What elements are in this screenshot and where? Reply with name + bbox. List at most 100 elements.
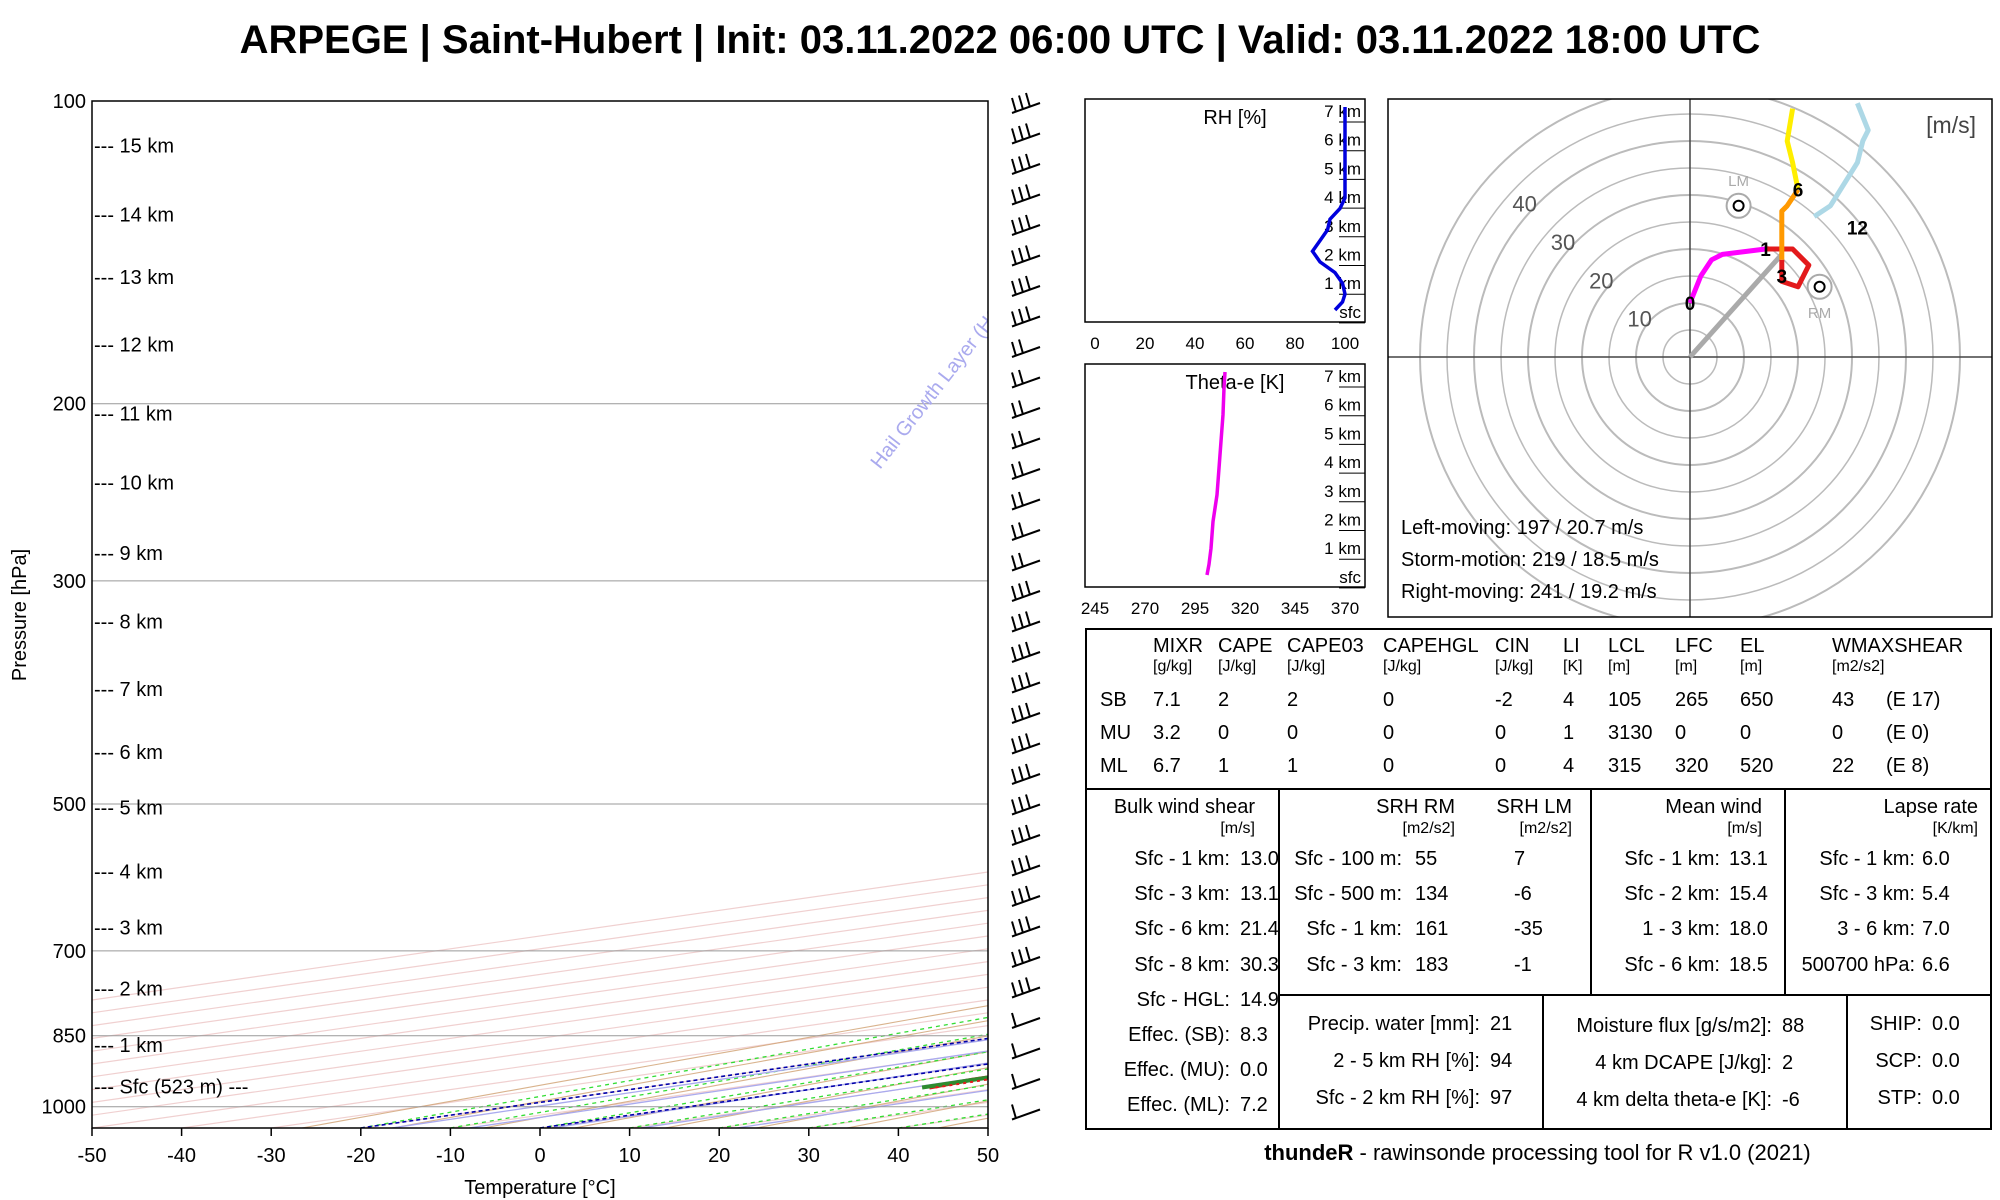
wind-barb-feather	[1011, 494, 1017, 509]
srh-rm-value: 134	[1415, 883, 1449, 906]
param-value: (E 8)	[1886, 755, 1930, 777]
srh-rm-value: 55	[1415, 848, 1438, 870]
srh-row-label: Sfc - 1 km:	[1306, 918, 1402, 941]
composite-row-label: SCP:	[1875, 1050, 1922, 1072]
param-header: LFC	[1675, 635, 1713, 657]
mixing-ratio-line	[640, 1075, 988, 1128]
isotherm-line	[92, 884, 988, 1014]
height-label: --- 9 km	[94, 543, 163, 565]
param-header-unit: [K]	[1563, 658, 1583, 675]
param-value: (E 0)	[1886, 722, 1930, 744]
height-label: --- 1 km	[94, 1035, 163, 1057]
thetae-height-label: 6 km	[1324, 396, 1361, 415]
rh-height-label: 3 km	[1324, 217, 1361, 236]
wind-barb-feather	[1025, 702, 1031, 718]
lapse-row-label: 3 - 6 km:	[1837, 918, 1915, 941]
hodo-storm-label: LM	[1728, 173, 1749, 190]
meanwind-title: Mean wind	[1665, 796, 1762, 818]
wind-barb-feather	[1025, 275, 1031, 291]
x-tick-label: 50	[977, 1145, 999, 1167]
param-row-label: MU	[1100, 722, 1132, 744]
height-label: --- 5 km	[94, 797, 163, 819]
mixing-ratio-line	[391, 1039, 988, 1128]
srh-rm-unit: [m2/s2]	[1402, 820, 1455, 837]
wind-barb-feather	[1018, 491, 1024, 507]
y-axis-label: Pressure [hPa]	[9, 549, 31, 681]
hodo-ring-label: 20	[1589, 268, 1613, 293]
x-tick-label: -50	[78, 1145, 107, 1167]
hodo-ring-label: 30	[1551, 230, 1575, 255]
srh-lm-value: -35	[1514, 918, 1543, 941]
height-label: --- 13 km	[94, 267, 174, 289]
height-label: --- 4 km	[94, 862, 163, 884]
footer-text: - rawinsonde processing tool for R v1.0 …	[1353, 1140, 1811, 1165]
lapse-unit: [K/km]	[1932, 820, 1978, 837]
lapse-row-value: 7.0	[1922, 918, 1950, 941]
param-header: LI	[1563, 635, 1580, 657]
rh-height-label: 7 km	[1324, 102, 1361, 121]
param-header-unit: [m]	[1740, 658, 1763, 675]
x-tick-label: -20	[346, 1145, 375, 1167]
wind-barb-feather	[1011, 890, 1017, 906]
wind-barb-feather	[1025, 885, 1031, 901]
param-value: 2	[1287, 689, 1299, 711]
param-value: 315	[1608, 755, 1642, 777]
param-header: EL	[1740, 635, 1765, 657]
param-value: 0	[1495, 722, 1507, 744]
wind-barb-feather	[1018, 339, 1024, 354]
y-tick-label: 850	[53, 1026, 86, 1048]
x-tick-label: 10	[618, 1145, 640, 1167]
param-value: (E 17)	[1886, 689, 1941, 711]
rh-x-tick-label: 40	[1186, 334, 1205, 353]
wind-barb-feather	[1025, 763, 1031, 779]
isotherm-line	[92, 948, 988, 1078]
wind-barb-feather	[1011, 189, 1017, 204]
hodo-storm-text: Right-moving: 241 / 19.2 m/s	[1401, 581, 1657, 603]
hodo-segment-line	[1812, 102, 1871, 219]
rh-height-label: 4 km	[1324, 188, 1361, 207]
hgl-label: Hail Growth Layer (HGL)	[867, 286, 1020, 473]
wind-barb-feather	[1011, 1104, 1017, 1119]
x-tick-label: 0	[534, 1145, 545, 1167]
hodo-height-label: 12	[1847, 218, 1868, 239]
param-header: CAPE	[1218, 635, 1273, 657]
wind-barb-feather	[1018, 278, 1024, 293]
param-value: 0	[1832, 722, 1844, 744]
param-header-unit: [J/kg]	[1383, 658, 1422, 675]
thetae-height-label: 3 km	[1324, 482, 1361, 501]
composite-row-value: 0.0	[1932, 1087, 1960, 1109]
hodo-storm-text: Left-moving: 197 / 20.7 m/s	[1401, 517, 1643, 539]
wind-barb-feather	[1018, 95, 1024, 110]
x-tick-label: -40	[167, 1145, 196, 1167]
param-value: 265	[1675, 689, 1709, 711]
meanwind-row-label: Sfc - 2 km:	[1624, 883, 1720, 906]
param-value: 520	[1740, 755, 1774, 777]
wind-barb-feather	[1011, 128, 1017, 143]
wind-barb-feather	[1011, 158, 1017, 174]
shear-row-label: Effec. (SB):	[1128, 1024, 1230, 1046]
rh-height-label: sfc	[1339, 303, 1361, 322]
param-value: 1	[1218, 755, 1230, 777]
wind-barb-feather	[1018, 217, 1024, 232]
wind-barb-feather	[1018, 430, 1024, 446]
moist-adiabat-line	[360, 1016, 988, 1128]
lapse-row-label: 500700 hPa:	[1801, 953, 1915, 976]
param-header: CAPE03	[1287, 635, 1364, 657]
wind-barb-feather	[1025, 245, 1031, 260]
hodo-storm-label: RM	[1808, 305, 1831, 322]
shear-unit: [m/s]	[1220, 820, 1255, 837]
wind-barb-feather	[1018, 400, 1024, 415]
rh-x-tick-label: 100	[1331, 334, 1359, 353]
height-label: --- 10 km	[94, 472, 174, 494]
y-tick-label: 200	[53, 394, 86, 416]
meanwind-row-label: 1 - 3 km:	[1642, 918, 1720, 941]
wind-barb-feather	[1011, 97, 1017, 113]
rh-x-tick-label: 0	[1090, 334, 1099, 353]
shear-row-value: 30.3	[1240, 953, 1279, 976]
thetae-height-label: sfc	[1339, 568, 1361, 587]
hodo-storm-text: Storm-motion: 219 / 18.5 m/s	[1401, 549, 1659, 571]
meanwind-row-value: 18.0	[1729, 918, 1768, 941]
param-value: 22	[1832, 755, 1855, 777]
param-value: 0	[1675, 722, 1687, 744]
wind-barb-feather	[1018, 888, 1024, 903]
